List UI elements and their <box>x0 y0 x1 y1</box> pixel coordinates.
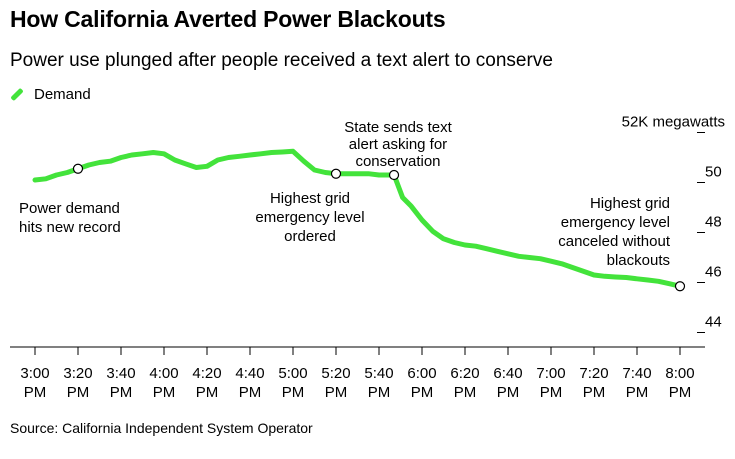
x-tick-label: 7:20 <box>579 365 608 382</box>
legend: Demand <box>10 86 91 103</box>
x-tick-label: 6:20 <box>450 365 479 382</box>
x-tick-label: 5:20 <box>321 365 350 382</box>
annotation-text-emergency-ordered: Highest grid <box>270 190 350 207</box>
x-tick-label: 6:40 <box>493 365 522 382</box>
y-tick-label: 44 <box>705 314 722 331</box>
annotation-text-record: Power demand <box>19 200 120 217</box>
annotation-text-emergency-canceled: emergency level <box>561 214 670 231</box>
x-tick-label: PM <box>368 384 391 401</box>
x-tick-label: PM <box>67 384 90 401</box>
annotation-text-emergency-ordered: ordered <box>284 228 336 245</box>
x-tick-label: PM <box>669 384 692 401</box>
annotation-marker-emergency-canceled <box>674 281 686 292</box>
x-tick-label: PM <box>239 384 262 401</box>
x-tick-label: PM <box>282 384 305 401</box>
x-tick-label: PM <box>153 384 176 401</box>
x-tick-label: PM <box>196 384 219 401</box>
series-line-demand <box>32 148 683 289</box>
annotation-marker-text-alert <box>388 169 400 181</box>
chart-title: How California Averted Power Blackouts <box>10 6 446 32</box>
x-tick-label: PM <box>411 384 434 401</box>
x-tick-label: 3:00 <box>20 365 49 382</box>
x-tick-label: PM <box>626 384 649 401</box>
y-tick-label: 52K megawatts <box>622 114 725 131</box>
x-tick-label: 5:00 <box>278 365 307 382</box>
x-tick-label: 5:40 <box>364 365 393 382</box>
x-tick-label: 8:00 <box>665 365 694 382</box>
annotation-marker-record <box>72 163 84 174</box>
x-tick-label: PM <box>497 384 520 401</box>
x-tick-label: 4:00 <box>149 365 178 382</box>
annotation-text-text-alert: alert asking for <box>349 136 447 153</box>
x-tick-label: PM <box>454 384 477 401</box>
x-tick-label: PM <box>583 384 606 401</box>
x-tick-label: PM <box>24 384 47 401</box>
x-tick-label: 7:40 <box>622 365 651 382</box>
x-tick-label: PM <box>540 384 563 401</box>
annotation-text-emergency-canceled: blackouts <box>607 252 670 269</box>
legend-label-demand: Demand <box>34 86 91 103</box>
x-tick-label: 3:40 <box>106 365 135 382</box>
annotation-text-emergency-ordered: emergency level <box>255 209 364 226</box>
source-note: Source: California Independent System Op… <box>10 420 313 436</box>
x-tick-label: PM <box>325 384 348 401</box>
annotation-text-text-alert: conservation <box>355 153 440 170</box>
chart-subtitle: Power use plunged after people received … <box>10 50 553 71</box>
y-tick-label: 48 <box>705 214 722 231</box>
annotation-text-emergency-canceled: Highest grid <box>590 195 670 212</box>
annotation-text-emergency-canceled: canceled without <box>558 233 671 250</box>
x-tick-label: 4:40 <box>235 365 264 382</box>
annotation-text-text-alert: State sends text <box>344 119 452 136</box>
x-tick-label: 3:20 <box>63 365 92 382</box>
annotation-marker-emergency-ordered <box>330 168 342 179</box>
y-tick-label: 46 <box>705 264 722 281</box>
annotation-text-record: hits new record <box>19 219 121 236</box>
x-tick-label: 7:00 <box>536 365 565 382</box>
y-tick-label: 50 <box>705 164 722 181</box>
x-tick-label: PM <box>110 384 133 401</box>
x-tick-label: 4:20 <box>192 365 221 382</box>
x-tick-label: 6:00 <box>407 365 436 382</box>
